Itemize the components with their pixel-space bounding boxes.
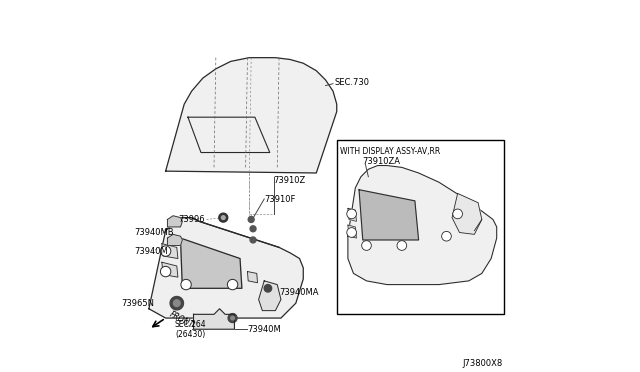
Polygon shape bbox=[348, 225, 356, 238]
Polygon shape bbox=[348, 208, 356, 221]
Text: 73940MA: 73940MA bbox=[279, 288, 319, 296]
Polygon shape bbox=[170, 296, 184, 310]
Polygon shape bbox=[193, 309, 234, 329]
Polygon shape bbox=[452, 193, 482, 234]
Polygon shape bbox=[168, 234, 182, 246]
Text: 73910Z: 73910Z bbox=[273, 176, 306, 185]
Polygon shape bbox=[219, 213, 228, 222]
Text: SEC.730: SEC.730 bbox=[335, 78, 370, 87]
Text: 73996: 73996 bbox=[178, 215, 205, 224]
Text: SEC.264
(26430): SEC.264 (26430) bbox=[175, 320, 207, 339]
Text: 73940M: 73940M bbox=[248, 325, 281, 334]
Polygon shape bbox=[359, 190, 419, 240]
Text: FRONT: FRONT bbox=[168, 310, 195, 330]
Circle shape bbox=[347, 209, 356, 219]
Polygon shape bbox=[348, 166, 497, 285]
Text: J73800X8: J73800X8 bbox=[462, 359, 502, 368]
Circle shape bbox=[161, 266, 171, 277]
Polygon shape bbox=[231, 316, 234, 320]
Polygon shape bbox=[149, 218, 303, 318]
Circle shape bbox=[362, 241, 371, 250]
Polygon shape bbox=[180, 238, 242, 288]
Text: 73910F: 73910F bbox=[264, 195, 296, 203]
Text: 73940M: 73940M bbox=[134, 247, 168, 256]
Circle shape bbox=[397, 241, 406, 250]
Polygon shape bbox=[168, 216, 182, 227]
Polygon shape bbox=[228, 314, 237, 323]
Text: 73965N: 73965N bbox=[122, 299, 154, 308]
Polygon shape bbox=[264, 285, 271, 292]
Circle shape bbox=[181, 279, 191, 290]
Circle shape bbox=[227, 279, 238, 290]
Text: 73910ZA: 73910ZA bbox=[363, 157, 401, 166]
Text: WITH DISPLAY ASSY-AV,RR: WITH DISPLAY ASSY-AV,RR bbox=[340, 147, 441, 156]
Circle shape bbox=[347, 228, 356, 237]
Polygon shape bbox=[221, 216, 225, 219]
Polygon shape bbox=[248, 217, 254, 222]
Bar bbox=[337, 140, 504, 314]
Polygon shape bbox=[166, 58, 337, 173]
Polygon shape bbox=[259, 281, 281, 311]
Polygon shape bbox=[162, 262, 178, 277]
Polygon shape bbox=[250, 237, 256, 243]
Circle shape bbox=[161, 246, 171, 256]
Polygon shape bbox=[250, 226, 256, 232]
Text: 73940MB: 73940MB bbox=[134, 228, 173, 237]
Circle shape bbox=[442, 231, 451, 241]
Polygon shape bbox=[248, 272, 257, 283]
Circle shape bbox=[453, 209, 463, 219]
Polygon shape bbox=[173, 300, 180, 307]
Polygon shape bbox=[162, 244, 178, 259]
